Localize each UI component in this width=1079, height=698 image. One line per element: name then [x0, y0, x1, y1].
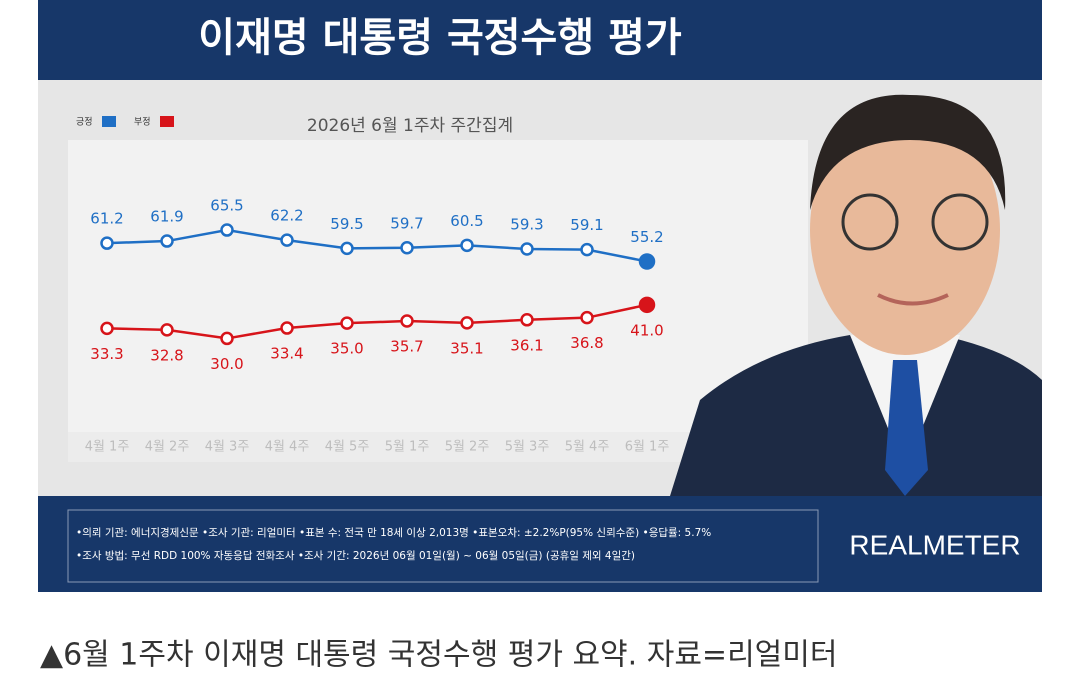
data-point	[400, 241, 414, 255]
x-tick-label: 5월 4주	[565, 440, 610, 455]
brand: REALMETER	[849, 529, 1020, 560]
data-point	[460, 238, 474, 253]
x-tick-label: 6월 1주	[625, 440, 670, 455]
data-label: 59.7	[390, 214, 423, 232]
data-label: 33.4	[270, 345, 303, 363]
x-tick-label: 4월 3주	[205, 440, 250, 455]
legend: 긍정 부정	[76, 116, 174, 128]
data-point	[340, 316, 354, 330]
hair	[810, 94, 1006, 210]
portrait	[670, 94, 1042, 496]
legend-label: 부정	[134, 117, 151, 128]
data-label: 65.5	[210, 197, 243, 215]
data-label: 32.8	[150, 346, 183, 364]
x-tick-label: 5월 2주	[445, 440, 490, 455]
series-line	[106, 228, 648, 263]
legend-label: 긍정	[76, 117, 93, 128]
headline: 이재명 대통령 국정수행 평가	[198, 15, 682, 61]
data-label: 62.2	[270, 207, 303, 225]
data-point	[520, 242, 534, 256]
data-point	[280, 321, 294, 335]
suit	[670, 335, 1042, 496]
data-label: 41.0	[630, 321, 663, 339]
data-label: 59.5	[330, 215, 363, 233]
notes-box	[67, 509, 819, 583]
data-point	[520, 313, 534, 327]
footer	[38, 496, 1042, 592]
legend-swatch	[102, 116, 116, 127]
data-point	[160, 323, 174, 337]
x-tick-label: 4월 5주	[325, 440, 370, 455]
data-label: 33.3	[90, 345, 123, 363]
data-label: 60.5	[450, 212, 483, 230]
data-label: 61.2	[90, 210, 123, 228]
data-point	[638, 253, 656, 270]
banner	[38, 0, 1042, 80]
data-label: 36.8	[570, 334, 603, 352]
note: •의뢰 기관: 에너지경제신문 •조사 기관: 리얼미터 •표본 수: 전국 만…	[76, 526, 711, 539]
data-label: 30.0	[210, 355, 243, 373]
data-point	[580, 242, 594, 257]
glasses-right	[931, 193, 989, 251]
data-label: 55.2	[630, 228, 663, 246]
data-point	[100, 236, 114, 250]
data-label: 61.9	[150, 208, 183, 226]
data-point	[220, 223, 234, 237]
data-label: 35.1	[450, 339, 483, 357]
data-point	[160, 234, 174, 248]
x-tick-label: 5월 3주	[505, 440, 550, 455]
data-label: 36.1	[510, 336, 543, 354]
data-label: 35.7	[390, 338, 423, 356]
data-point	[400, 314, 414, 328]
x-tick-label: 5월 1주	[385, 440, 430, 455]
series-line	[106, 303, 648, 340]
data-point	[220, 331, 234, 346]
data-label: 59.1	[570, 216, 603, 234]
data-point	[280, 233, 294, 247]
plot-area	[68, 140, 808, 432]
caption: ▲6월 1주차 이재명 대통령 국정수행 평가 요약. 자료=리얼미터	[40, 638, 837, 673]
subtitle: 2026년 6월 1주차 주간집계	[307, 116, 513, 136]
tie	[885, 360, 928, 496]
data-point	[638, 296, 656, 314]
mouth	[877, 293, 949, 306]
data-point	[460, 316, 474, 330]
x-tick-label: 4월 4주	[265, 440, 310, 455]
data-label: 59.3	[510, 215, 543, 233]
data-point	[340, 241, 354, 256]
legend-swatch	[160, 116, 174, 127]
data-label: 35.0	[330, 340, 363, 358]
glasses-left	[841, 193, 899, 251]
x-tick-label: 4월 1주	[85, 440, 130, 455]
note: •조사 방법: 무선 RDD 100% 자동응답 전화조사 •조사 기간: 20…	[76, 549, 635, 562]
face	[810, 105, 1000, 355]
data-point	[580, 310, 594, 325]
x-tick-label: 4월 2주	[145, 440, 190, 455]
data-point	[100, 321, 114, 336]
